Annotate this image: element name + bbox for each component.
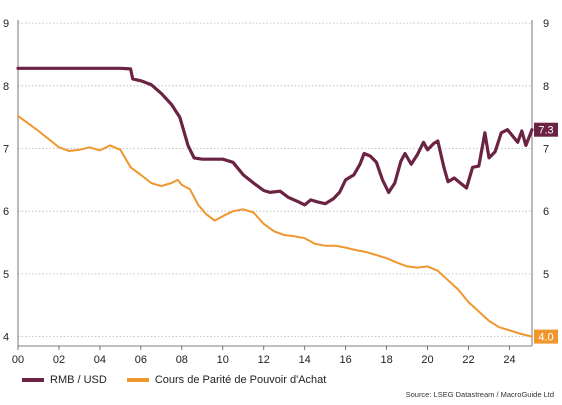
axes: 44556677889900020406081012141618202224 <box>3 18 549 366</box>
y-tick-label-right-9: 9 <box>543 18 549 30</box>
y-tick-label-right-5: 5 <box>543 269 549 281</box>
y-tick-label-right-7: 7 <box>543 144 549 156</box>
legend-label-ppp: Cours de Parité de Pouvoir d'Achat <box>154 374 327 386</box>
y-tick-label-right-6: 6 <box>543 206 549 218</box>
x-tick-label-20: 20 <box>421 354 433 366</box>
x-tick-label-14: 14 <box>299 354 311 366</box>
x-tick-label-12: 12 <box>258 354 270 366</box>
end-label-ppp: 4.0 <box>538 332 553 344</box>
end-label-rmb-usd: 7.3 <box>538 125 553 137</box>
end-label-box-rmb-usd <box>534 122 558 137</box>
legend: RMB / USD Cours de Parité de Pouvoir d'A… <box>22 372 346 388</box>
series-lines <box>16 66 534 338</box>
legend-label-rmb-usd: RMB / USD <box>50 374 107 386</box>
series-line-rmb-usd <box>16 66 534 207</box>
x-tick-label-22: 22 <box>462 354 474 366</box>
x-tick-label-10: 10 <box>217 354 229 366</box>
y-tick-label-right-8: 8 <box>543 81 549 93</box>
y-tick-label-left-5: 5 <box>3 269 9 281</box>
y-tick-label-left-4: 4 <box>3 332 9 344</box>
x-tick-label-02: 02 <box>53 354 65 366</box>
y-tick-label-left-6: 6 <box>3 206 9 218</box>
legend-item-ppp: Cours de Parité de Pouvoir d'Achat <box>126 374 327 386</box>
x-tick-label-18: 18 <box>380 354 392 366</box>
legend-swatch-rmb-usd <box>22 378 44 382</box>
y-tick-label-left-7: 7 <box>3 144 9 156</box>
y-tick-label-left-8: 8 <box>3 81 9 93</box>
source-note: Source: LSEG Datastream / MacroGuide Ltd <box>405 390 554 399</box>
series-line-ppp <box>17 114 533 338</box>
legend-swatch-ppp <box>126 378 149 382</box>
grid-lines <box>18 22 532 337</box>
x-tick-label-16: 16 <box>340 354 352 366</box>
x-tick-label-24: 24 <box>503 354 515 366</box>
x-tick-label-04: 04 <box>94 354 106 366</box>
x-tick-label-06: 06 <box>135 354 147 366</box>
end-label-box-ppp <box>534 329 558 344</box>
x-tick-label-08: 08 <box>176 354 188 366</box>
legend-item-rmb-usd: RMB / USD <box>22 374 107 386</box>
y-tick-label-left-9: 9 <box>3 18 9 30</box>
end-labels: 7.3 4.0 <box>534 122 558 344</box>
x-tick-label-00: 00 <box>12 354 24 366</box>
